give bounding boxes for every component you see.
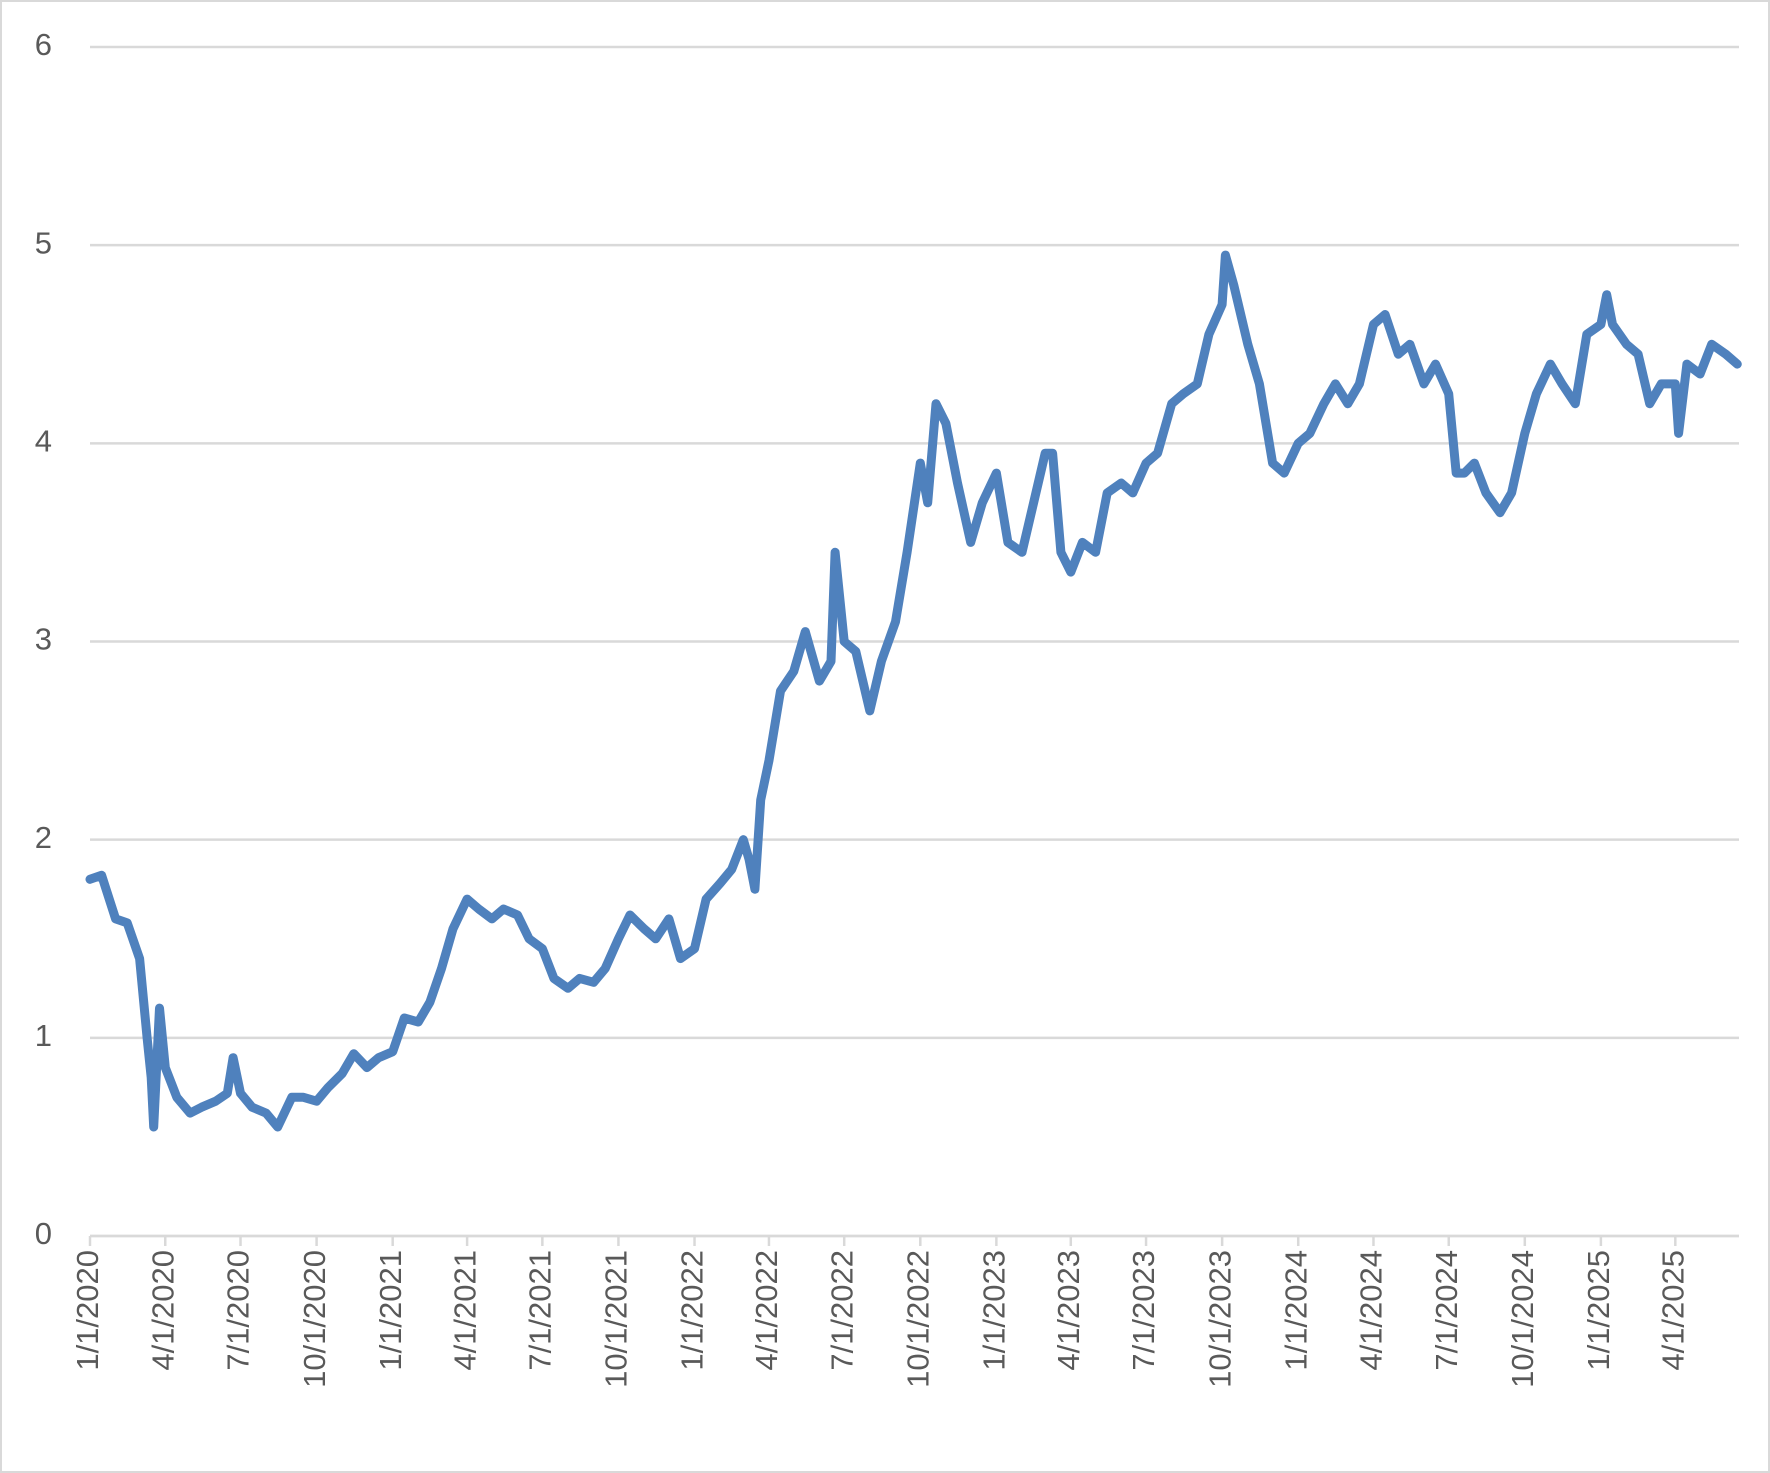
y-tick-label: 4 (35, 424, 52, 459)
x-tick-label: 7/1/2024 (1429, 1250, 1464, 1371)
x-tick-label: 7/1/2020 (221, 1250, 256, 1371)
x-tick-label: 4/1/2025 (1656, 1250, 1691, 1371)
x-tick-label: 4/1/2020 (145, 1250, 180, 1371)
x-tick-label: 10/1/2020 (297, 1250, 332, 1388)
x-tick-label: 10/1/2021 (599, 1250, 634, 1388)
x-tick-label: 1/1/2025 (1581, 1250, 1616, 1371)
x-tick-label: 4/1/2021 (447, 1250, 482, 1371)
y-tick-label: 3 (35, 622, 52, 657)
x-tick-label: 1/1/2020 (70, 1250, 105, 1371)
x-tick-label: 1/1/2021 (373, 1250, 408, 1371)
x-tick-label: 1/1/2023 (977, 1250, 1012, 1371)
x-tick-label: 10/1/2024 (1505, 1250, 1540, 1388)
x-tick-label: 4/1/2024 (1354, 1250, 1389, 1371)
y-tick-label: 1 (35, 1018, 52, 1053)
x-tick-label: 7/1/2023 (1126, 1250, 1161, 1371)
y-tick-label: 2 (35, 820, 52, 855)
x-tick-label: 10/1/2022 (900, 1250, 935, 1388)
y-tick-label: 6 (35, 27, 52, 62)
x-tick-label: 7/1/2021 (523, 1250, 558, 1371)
x-tick-label: 4/1/2023 (1051, 1250, 1086, 1371)
data-line (85, 250, 1742, 1132)
y-tick-label: 0 (35, 1216, 52, 1251)
x-tick-label: 10/1/2023 (1202, 1250, 1237, 1388)
x-tick-label: 1/1/2024 (1278, 1250, 1313, 1371)
y-tick-label: 5 (35, 225, 52, 260)
x-tick-label: 7/1/2022 (824, 1250, 859, 1371)
x-tick-label: 4/1/2022 (749, 1250, 784, 1371)
x-tick-label: 1/1/2022 (675, 1250, 710, 1371)
